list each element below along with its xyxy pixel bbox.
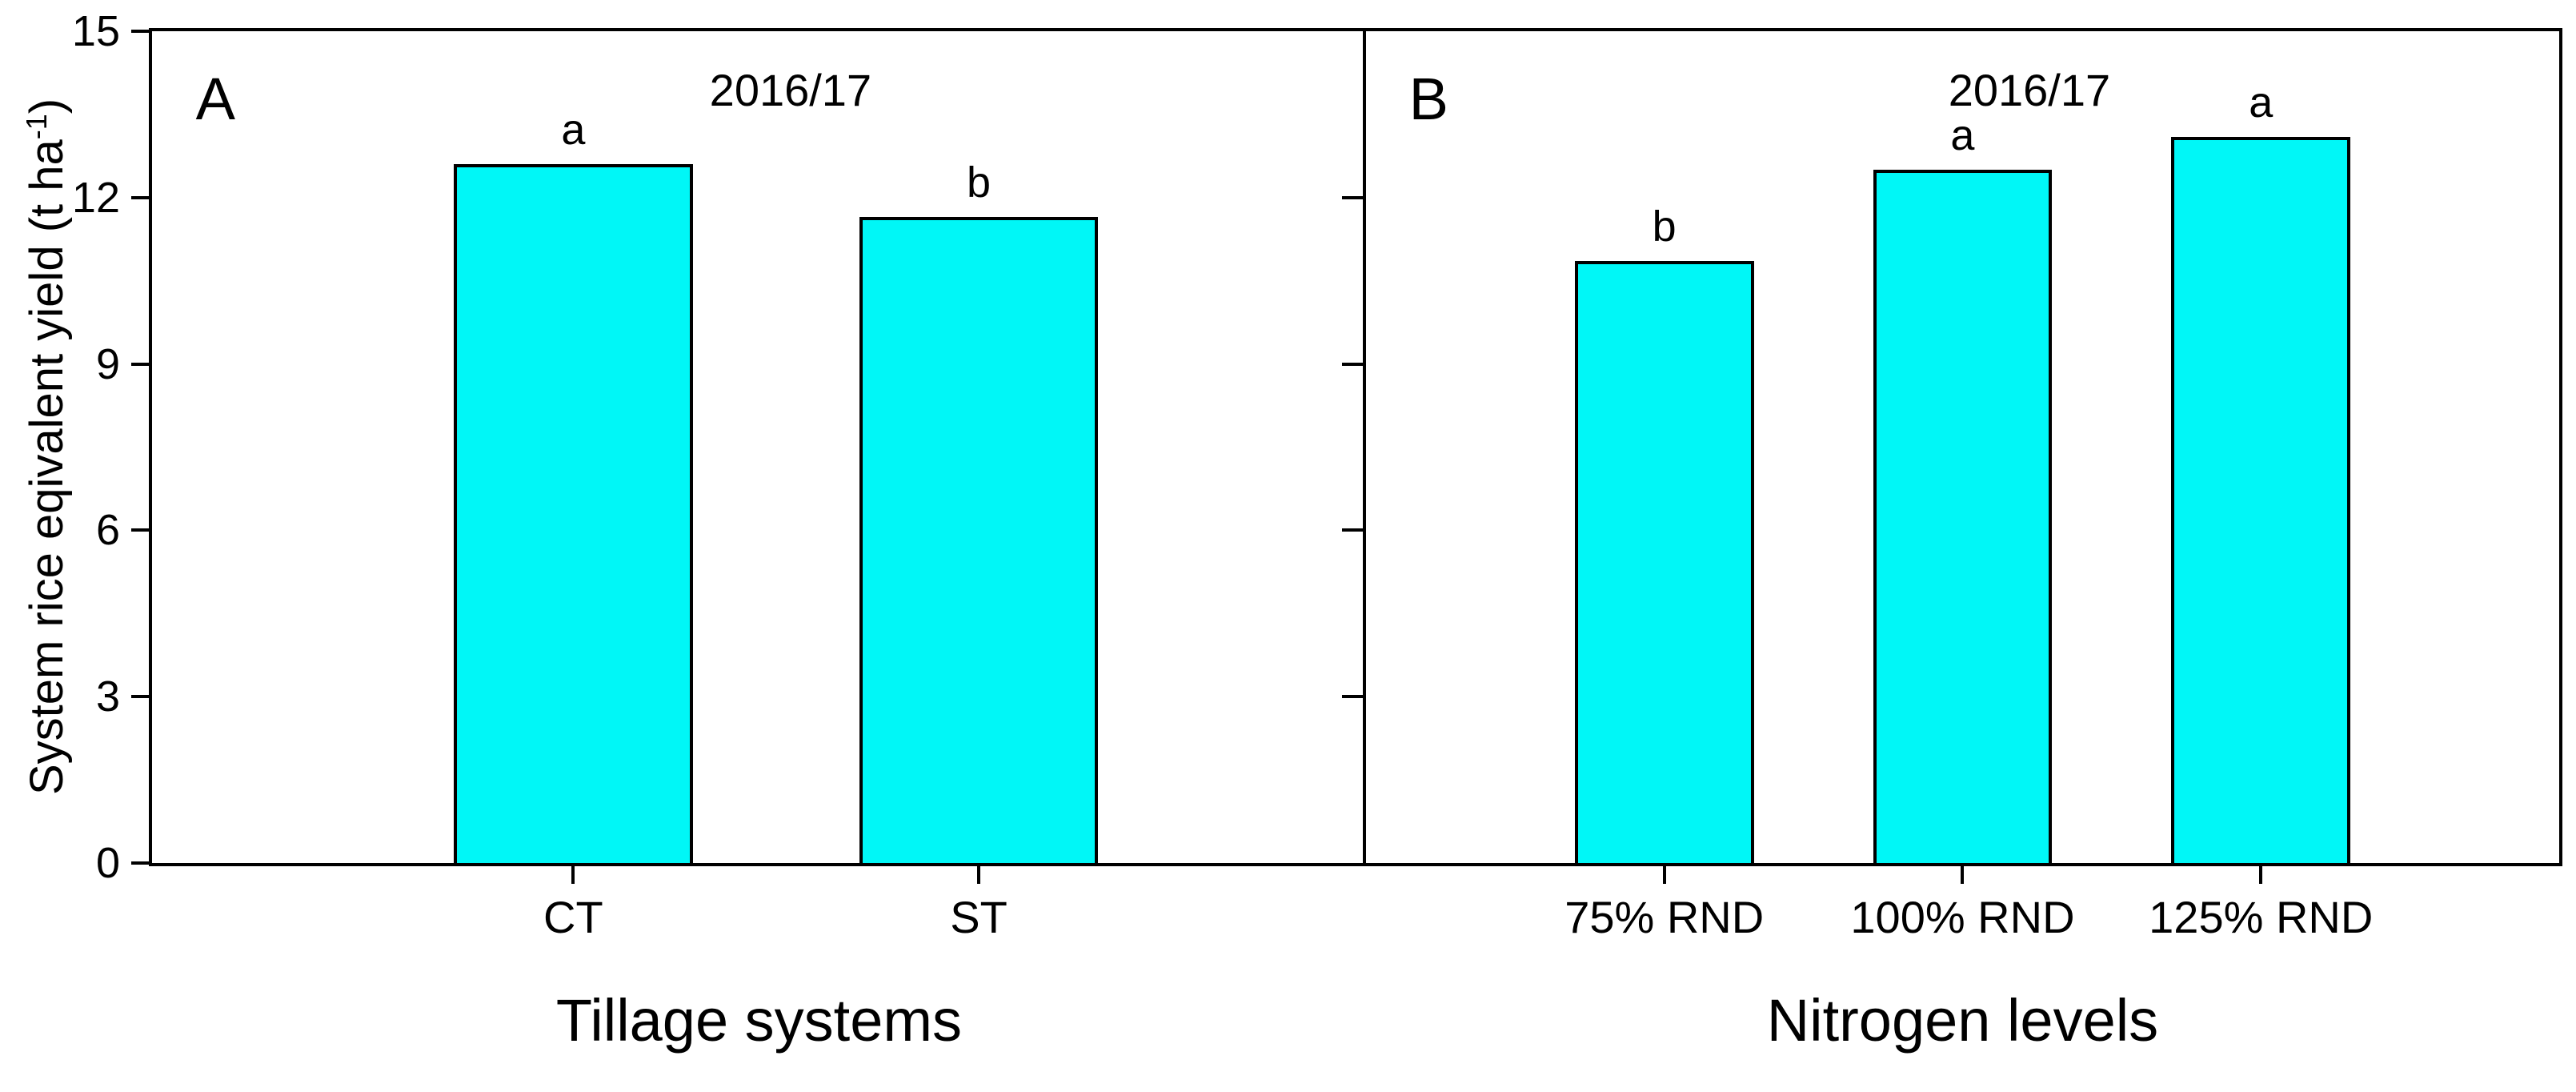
category-label: 125% RND: [2149, 892, 2374, 942]
bar: [453, 164, 693, 863]
sig-letter: b: [966, 159, 992, 207]
y-axis-title-text: System rice eqivalent yield (t ha: [21, 139, 74, 796]
x-axis-title: Nitrogen levels: [1766, 987, 2159, 1054]
y-tick-label: 12: [71, 173, 120, 222]
sig-letter: a: [561, 106, 586, 155]
y-tick-label: 3: [95, 672, 120, 721]
panel-letter: A: [195, 66, 235, 132]
y-axis-title-superscript: -1: [19, 114, 53, 140]
bar: [2171, 136, 2351, 863]
sig-letter: a: [1950, 111, 1975, 160]
x-tick: [571, 866, 575, 884]
annotation-year: 2016/17: [709, 65, 872, 115]
category-label: 100% RND: [1850, 892, 2075, 942]
y-tick: [131, 528, 152, 532]
y-tick-label: 9: [95, 339, 120, 388]
y-tick: [131, 861, 152, 865]
category-label: CT: [543, 892, 603, 942]
bar: [1873, 170, 2053, 863]
bar: [859, 217, 1099, 863]
y-axis-title-close: ): [21, 98, 74, 114]
x-tick: [2259, 866, 2263, 884]
x-tick: [1662, 866, 1666, 884]
y-tick-label: 15: [71, 7, 120, 55]
y-tick: [131, 362, 152, 366]
panel-a: A 2016/17 a CT b ST Tillage systems: [152, 31, 1366, 1050]
x-axis-title: Tillage systems: [555, 987, 963, 1054]
y-tick: [131, 30, 152, 33]
panel-letter: B: [1408, 66, 1448, 132]
divider-tick: [1341, 528, 1363, 532]
bar: [1574, 261, 1754, 863]
x-tick: [1961, 866, 1965, 884]
divider-tick: [1341, 362, 1363, 366]
y-axis-title: System rice eqivalent yield (t ha-1): [19, 98, 74, 796]
category-label: 75% RND: [1564, 892, 1765, 942]
panel-b: B 2016/17 b 75% RND a 100% RND a 125% RND Nitrog…: [1366, 31, 2559, 1050]
x-tick: [977, 866, 981, 884]
panel-divider: [1362, 31, 1366, 863]
y-tick-label: 6: [95, 506, 120, 555]
annotation-year: 2016/17: [1948, 65, 2111, 115]
divider-tick: [1341, 195, 1363, 199]
y-tick: [131, 195, 152, 199]
y-tick-label: 0: [95, 839, 120, 887]
plot-area: 0 3 6 9 12 15 A 2016/17 a CT b ST Tillage systems B 20…: [72, 10, 2562, 1050]
sig-letter: a: [2249, 78, 2274, 126]
divider-tick: [1341, 695, 1363, 699]
y-tick: [131, 695, 152, 699]
sig-letter: b: [1652, 203, 1677, 251]
category-label: ST: [950, 892, 1008, 942]
